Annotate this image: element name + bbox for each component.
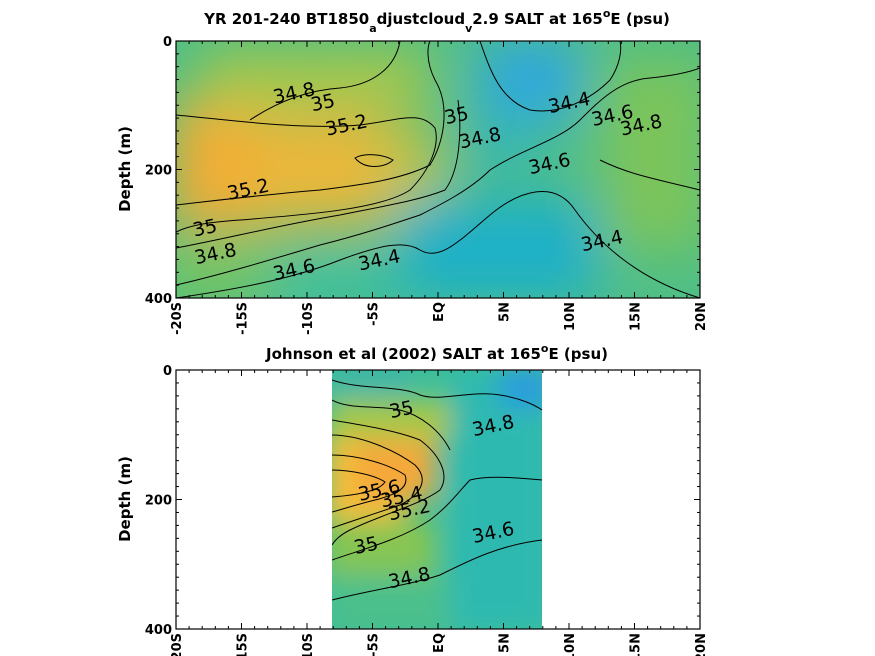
y-tick-label: 0 <box>163 35 172 50</box>
top-panel: YR 201-240 BT1850adjustcloudv2.9 SALT at… <box>116 7 709 335</box>
x-tick-label: 10N <box>563 302 578 331</box>
x-tick-label: -5S <box>367 633 382 656</box>
x-tick-label: EQ <box>432 302 447 322</box>
y-tick-label: 400 <box>145 623 172 638</box>
x-tick-label: -20S <box>170 633 185 656</box>
contour-label: 35 <box>309 90 337 117</box>
top-y-axis-label: Depth (m) <box>116 126 134 212</box>
x-tick-label: 15N <box>629 633 644 656</box>
x-tick-label: -15S <box>236 302 251 335</box>
top-ticks: -20S -15S -10S -5S EQ 5N 10N 15N 20N 0 200 400 <box>145 35 709 335</box>
bottom-title: Johnson et al (2002) SALT at 165oE (psu) <box>265 342 608 363</box>
contour-label: 35 <box>352 533 380 560</box>
bottom-contours <box>332 379 542 601</box>
y-tick-label: 200 <box>145 164 172 179</box>
x-tick-label: 20N <box>694 302 709 331</box>
top-contours <box>176 41 700 298</box>
bottom-panel: Johnson et al (2002) SALT at 165oE (psu) <box>116 342 709 656</box>
contour-label: 35 <box>442 103 470 130</box>
contour-label: 35 <box>387 397 415 424</box>
y-tick-label: 400 <box>145 292 172 307</box>
bottom-ticks: -20S -15S -10S -5S EQ 5N 10N 15N 20N 0 200 400 <box>145 364 709 656</box>
y-tick-label: 0 <box>163 364 172 379</box>
x-tick-label: EQ <box>432 633 447 653</box>
x-tick-label: 5N <box>498 302 513 322</box>
x-tick-label: 10N <box>563 633 578 656</box>
bottom-y-axis-label: Depth (m) <box>116 456 134 542</box>
x-tick-label: -5S <box>367 302 382 326</box>
y-tick-label: 200 <box>145 494 172 509</box>
x-tick-label: -15S <box>236 633 251 656</box>
x-tick-label: 5N <box>498 633 513 653</box>
x-tick-label: 20N <box>694 633 709 656</box>
top-title: YR 201-240 BT1850adjustcloudv2.9 SALT at… <box>203 7 670 35</box>
x-tick-label: -20S <box>170 302 185 335</box>
x-tick-label: -10S <box>301 302 316 335</box>
x-tick-label: -10S <box>301 633 316 656</box>
contour-label: 35 <box>191 215 219 242</box>
x-tick-label: 15N <box>629 302 644 331</box>
